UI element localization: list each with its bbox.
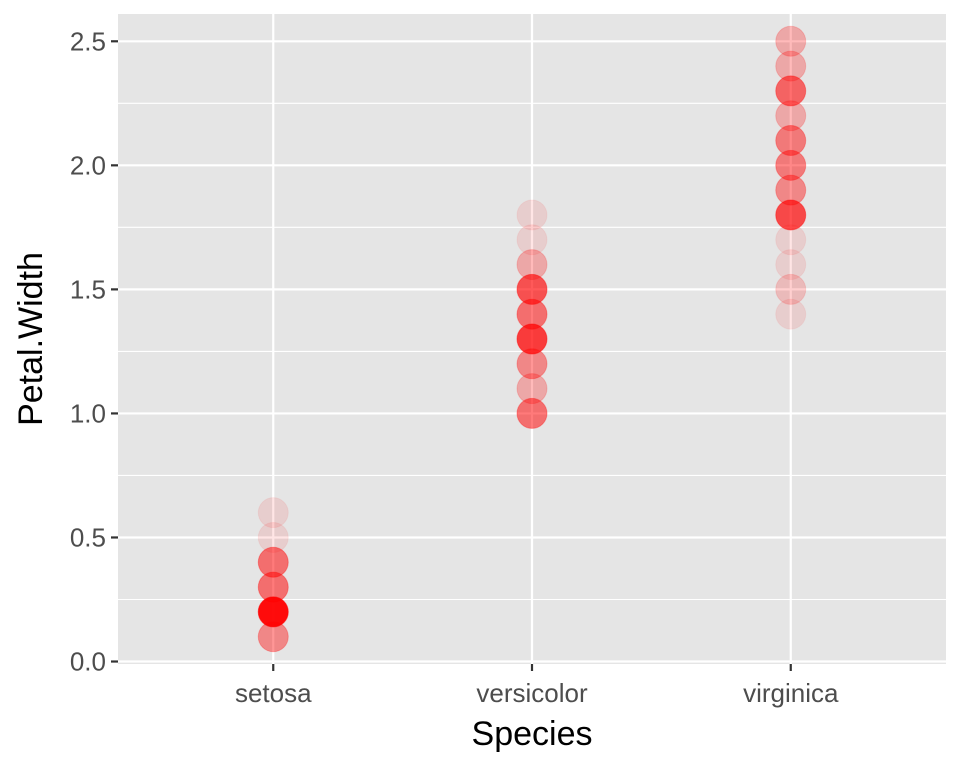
x-tick-label: versicolor	[476, 678, 588, 708]
y-tick-label: 2.0	[70, 150, 106, 180]
data-point-versicolor	[516, 199, 548, 231]
y-tick-label: 1.0	[70, 398, 106, 428]
data-point-virginica	[775, 273, 807, 305]
data-point-setosa	[257, 546, 289, 578]
data-point-setosa	[257, 521, 289, 553]
data-point-virginica	[775, 249, 807, 281]
y-tick-label: 2.5	[70, 26, 106, 56]
data-points	[257, 25, 807, 653]
data-point-setosa	[257, 497, 289, 529]
y-tick-label: 0.0	[70, 647, 106, 677]
data-point-virginica	[775, 50, 807, 82]
data-point-versicolor	[516, 373, 548, 405]
x-tick-label: setosa	[235, 678, 312, 708]
y-tick-label: 0.5	[70, 522, 106, 552]
data-point-virginica	[775, 174, 807, 206]
data-point-virginica	[775, 298, 807, 330]
data-point-virginica	[775, 149, 807, 181]
y-axis: 0.0 0.5 1.0 1.5 2.0 2.5	[70, 26, 118, 677]
data-point-versicolor	[516, 249, 548, 281]
data-point-virginica	[775, 25, 807, 57]
data-point-virginica	[775, 75, 807, 107]
x-axis: setosa versicolor virginica	[235, 664, 839, 708]
x-tick-label: virginica	[743, 678, 839, 708]
data-point-virginica	[775, 125, 807, 157]
y-tick-label: 1.5	[70, 274, 106, 304]
y-axis-title: Petal.Width	[12, 252, 50, 426]
x-axis-title: Species	[472, 715, 593, 753]
data-point-virginica	[775, 199, 807, 231]
data-point-versicolor	[516, 273, 548, 305]
data-point-versicolor	[516, 224, 548, 256]
data-point-versicolor	[516, 397, 548, 429]
